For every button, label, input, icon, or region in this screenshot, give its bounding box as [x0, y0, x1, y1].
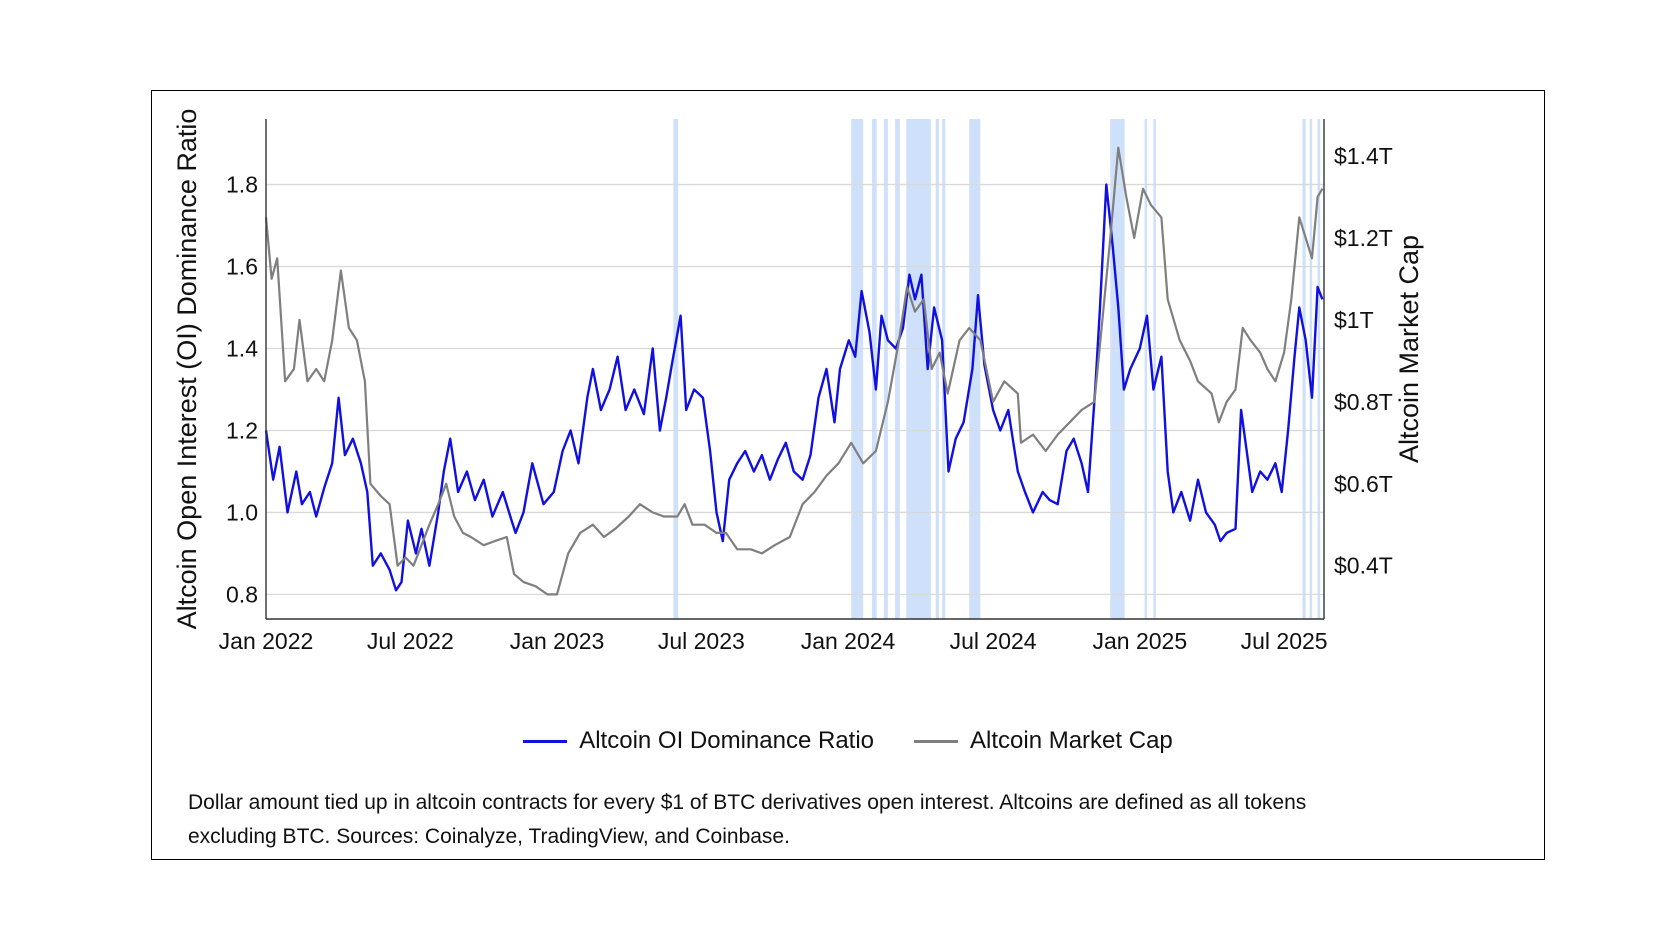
y2-tick-label: $1.4T — [1334, 143, 1393, 169]
legend-label-market-cap: Altcoin Market Cap — [970, 727, 1173, 754]
y-tick-label: 1.2 — [226, 417, 258, 443]
series-lines — [264, 146, 1324, 596]
highlight-band — [1153, 119, 1156, 619]
highlight-band — [851, 119, 864, 619]
x-tick-label: Jan 2022 — [219, 628, 314, 654]
highlight-band — [895, 119, 900, 619]
series-line-oi-ratio — [264, 183, 1324, 592]
legend-item-market-cap: Altcoin Market Cap — [914, 727, 1173, 755]
chart-svg: 0.8 1.0 1.2 1.4 1.6 1.8 $0.4T $0.6T $0.8T $1T $1.2… — [172, 109, 1424, 654]
highlight-band — [1110, 119, 1125, 619]
highlight-band — [969, 119, 981, 619]
y-tick-label: 1.6 — [226, 254, 258, 280]
grid-lines — [266, 183, 1324, 596]
series-line-market-cap — [264, 146, 1324, 596]
x-tick-label: Jul 2023 — [658, 628, 745, 654]
legend: Altcoin OI Dominance Ratio Altcoin Marke… — [152, 727, 1544, 755]
y-axis-title: Altcoin Open Interest (OI) Dominance Rat… — [172, 109, 202, 630]
highlight-band — [935, 119, 939, 619]
y2-tick-label: $0.8T — [1334, 389, 1393, 415]
chart-figure: 0.8 1.0 1.2 1.4 1.6 1.8 $0.4T $0.6T $0.8T $1T $1.2… — [151, 90, 1545, 860]
y2-axis-title: Altcoin Market Cap — [1394, 235, 1424, 463]
y2-tick-label: $1.2T — [1334, 225, 1393, 251]
highlight-band — [673, 119, 679, 619]
legend-swatch-market-cap — [914, 739, 959, 743]
x-tick-label: Jul 2024 — [950, 628, 1037, 654]
x-tick-label: Jan 2025 — [1093, 628, 1188, 654]
figure-caption: Dollar amount tied up in altcoin contrac… — [188, 791, 1307, 848]
x-tick-label: Jul 2025 — [1241, 628, 1328, 654]
legend-swatch-oi-ratio — [523, 739, 568, 743]
highlight-band — [1317, 119, 1321, 619]
y-tick-label: 0.8 — [226, 581, 258, 607]
y2-tick-label: $0.6T — [1334, 471, 1393, 497]
y-tick-label: 1.4 — [226, 336, 258, 362]
highlight-bands — [673, 119, 1321, 619]
y2-tick-label: $0.4T — [1334, 553, 1393, 579]
y-tick-label: 1.8 — [226, 172, 258, 198]
highlight-band — [1302, 119, 1306, 619]
highlight-band — [1144, 119, 1148, 619]
axes — [265, 119, 1325, 620]
x-tick-label: Jan 2024 — [801, 628, 896, 654]
highlight-band — [883, 119, 888, 619]
y-tick-label: 1.0 — [226, 499, 258, 525]
tick-labels: 0.8 1.0 1.2 1.4 1.6 1.8 $0.4T $0.6T $0.8T $1T $1.2… — [219, 143, 1393, 654]
x-tick-label: Jul 2022 — [367, 628, 454, 654]
legend-label-oi-ratio: Altcoin OI Dominance Ratio — [579, 727, 875, 754]
highlight-band — [1309, 119, 1313, 619]
legend-item-oi-ratio: Altcoin OI Dominance Ratio — [523, 727, 874, 755]
y2-tick-label: $1T — [1334, 307, 1374, 333]
x-tick-label: Jan 2023 — [510, 628, 605, 654]
